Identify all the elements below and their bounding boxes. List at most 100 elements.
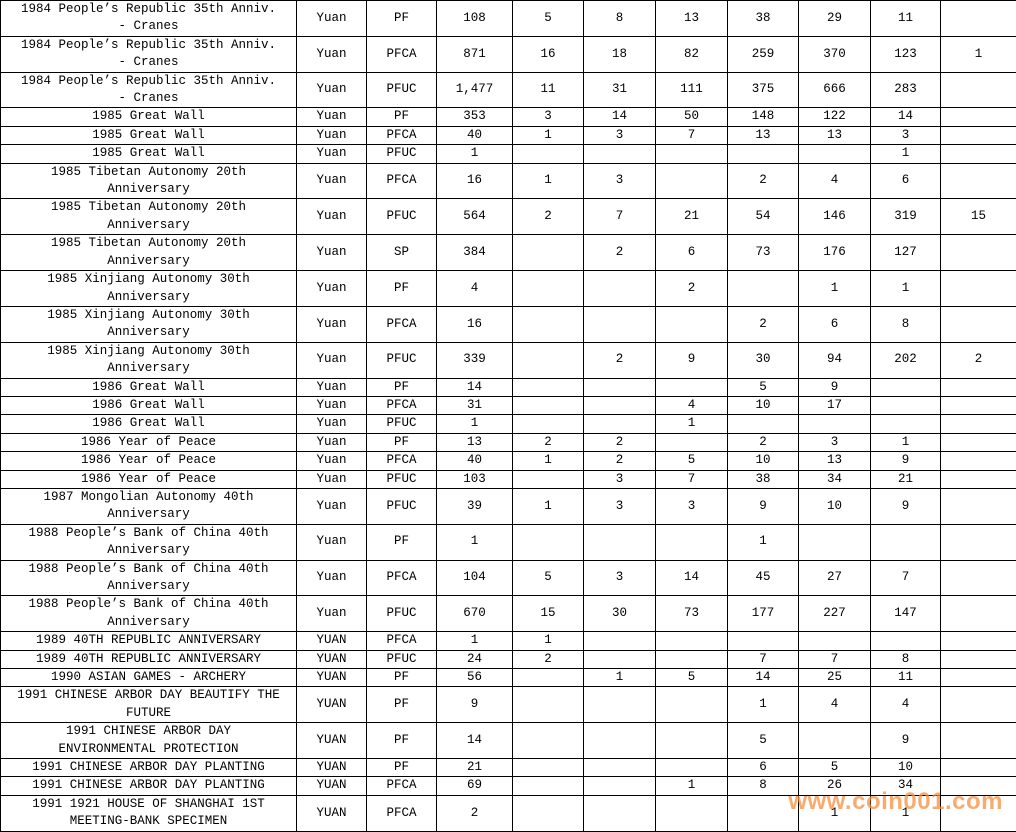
count-cell: 9 <box>871 488 941 524</box>
currency-cell: Yuan <box>297 199 367 235</box>
currency-cell: YUAN <box>297 723 367 759</box>
count-cell: 1 <box>871 433 941 451</box>
count-cell: 34 <box>799 470 871 488</box>
currency-cell: Yuan <box>297 72 367 108</box>
count-cell: 227 <box>799 596 871 632</box>
total-count-cell: 16 <box>437 306 513 342</box>
count-cell: 1 <box>871 145 941 163</box>
count-cell <box>584 687 656 723</box>
count-cell: 1 <box>656 777 728 795</box>
count-cell: 8 <box>728 777 799 795</box>
count-cell <box>513 378 584 396</box>
count-cell: 30 <box>728 342 799 378</box>
description-cell: 1984 People’s Republic 35th Anniv. - Cra… <box>1 36 297 72</box>
total-count-cell: 353 <box>437 108 513 126</box>
count-cell: 5 <box>656 452 728 470</box>
currency-cell: YUAN <box>297 777 367 795</box>
total-count-cell: 40 <box>437 126 513 144</box>
count-cell <box>513 795 584 831</box>
count-cell: 4 <box>799 687 871 723</box>
table-row: 1987 Mongolian Autonomy 40th Anniversary… <box>1 488 1016 524</box>
count-cell: 18 <box>584 36 656 72</box>
total-count-cell: 384 <box>437 235 513 271</box>
count-cell: 3 <box>799 433 871 451</box>
total-count-cell: 69 <box>437 777 513 795</box>
count-cell: 82 <box>656 36 728 72</box>
currency-cell: Yuan <box>297 596 367 632</box>
count-cell: 5 <box>728 378 799 396</box>
description-cell: 1985 Tibetan Autonomy 20th Anniversary <box>1 235 297 271</box>
count-cell <box>513 415 584 433</box>
count-cell <box>728 795 799 831</box>
count-cell <box>799 415 871 433</box>
currency-cell: Yuan <box>297 145 367 163</box>
count-cell: 2 <box>728 306 799 342</box>
count-cell <box>728 145 799 163</box>
count-cell <box>656 723 728 759</box>
count-cell <box>941 723 1016 759</box>
count-cell: 6 <box>728 759 799 777</box>
count-cell <box>941 415 1016 433</box>
count-cell: 5 <box>513 1 584 37</box>
count-cell <box>799 145 871 163</box>
count-cell: 148 <box>728 108 799 126</box>
grade-cell: PFUC <box>367 488 437 524</box>
count-cell: 2 <box>513 650 584 668</box>
count-cell: 2 <box>584 235 656 271</box>
count-cell <box>513 342 584 378</box>
table-row: 1984 People’s Republic 35th Anniv. - Cra… <box>1 72 1016 108</box>
grade-cell: SP <box>367 235 437 271</box>
count-cell <box>656 524 728 560</box>
count-cell <box>941 108 1016 126</box>
currency-cell: Yuan <box>297 524 367 560</box>
count-cell: 5 <box>656 669 728 687</box>
count-cell: 11 <box>871 669 941 687</box>
count-cell <box>941 145 1016 163</box>
count-cell: 202 <box>871 342 941 378</box>
description-cell: 1991 CHINESE ARBOR DAY ENVIRONMENTAL PRO… <box>1 723 297 759</box>
count-cell: 4 <box>871 687 941 723</box>
count-cell: 5 <box>799 759 871 777</box>
currency-cell: Yuan <box>297 396 367 414</box>
count-cell <box>941 524 1016 560</box>
grade-cell: PF <box>367 433 437 451</box>
count-cell: 9 <box>656 342 728 378</box>
count-cell <box>871 415 941 433</box>
count-cell <box>871 378 941 396</box>
description-cell: 1989 40TH REPUBLIC ANNIVERSARY <box>1 632 297 650</box>
total-count-cell: 871 <box>437 36 513 72</box>
count-cell <box>941 306 1016 342</box>
currency-cell: Yuan <box>297 1 367 37</box>
grade-cell: PFUC <box>367 145 437 163</box>
count-cell: 7 <box>728 650 799 668</box>
count-cell: 3 <box>584 488 656 524</box>
grade-cell: PF <box>367 669 437 687</box>
count-cell: 54 <box>728 199 799 235</box>
count-cell: 2 <box>584 342 656 378</box>
total-count-cell: 1,477 <box>437 72 513 108</box>
count-cell: 8 <box>584 1 656 37</box>
description-cell: 1988 People’s Bank of China 40th Anniver… <box>1 524 297 560</box>
count-cell: 123 <box>871 36 941 72</box>
currency-cell: YUAN <box>297 795 367 831</box>
count-cell: 2 <box>941 342 1016 378</box>
count-cell: 1 <box>871 795 941 831</box>
description-cell: 1985 Great Wall <box>1 108 297 126</box>
count-cell <box>513 470 584 488</box>
count-cell <box>871 396 941 414</box>
count-cell <box>941 126 1016 144</box>
count-cell: 25 <box>799 669 871 687</box>
count-cell: 176 <box>799 235 871 271</box>
grade-cell: PFCA <box>367 560 437 596</box>
count-cell <box>799 524 871 560</box>
grade-cell: PFUC <box>367 470 437 488</box>
